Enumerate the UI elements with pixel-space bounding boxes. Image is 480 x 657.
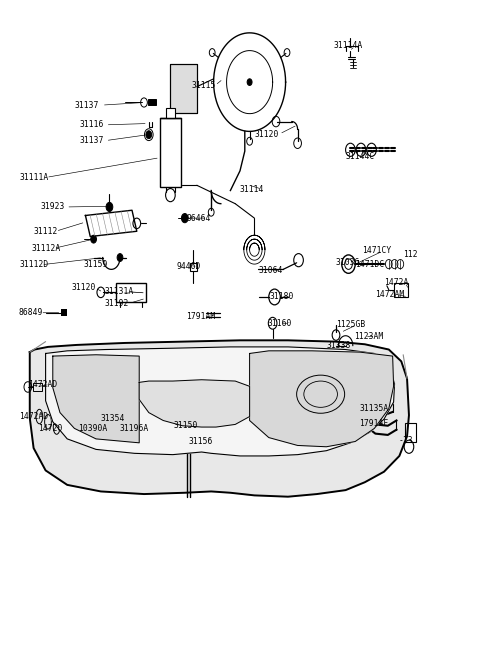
Text: 31159: 31159 [83, 260, 108, 269]
Text: 96464: 96464 [186, 214, 211, 223]
Text: 31115: 31115 [192, 81, 216, 90]
Text: -13: -13 [398, 436, 413, 445]
Bar [160, 118, 181, 187]
Bar [125, 414, 135, 423]
Text: 31923: 31923 [41, 202, 65, 212]
Text: 1472AD: 1472AD [19, 412, 48, 421]
Text: 31120: 31120 [254, 129, 279, 139]
Circle shape [106, 202, 113, 212]
Text: 31338: 31338 [326, 341, 351, 350]
Bar [61, 309, 67, 316]
Text: 31180: 31180 [270, 292, 294, 302]
Text: 31131A: 31131A [105, 287, 134, 296]
Text: 31116: 31116 [79, 120, 104, 129]
Text: 31192: 31192 [105, 299, 129, 308]
Bar [33, 383, 42, 391]
Circle shape [107, 426, 112, 434]
Text: 31120: 31120 [71, 283, 96, 292]
Text: 1123AM: 1123AM [354, 332, 384, 341]
Circle shape [117, 254, 123, 261]
Bar [148, 99, 156, 105]
Text: 1791AM: 1791AM [186, 312, 216, 321]
Text: 31114A: 31114A [334, 41, 363, 51]
Polygon shape [30, 340, 409, 497]
Text: 31112A: 31112A [31, 244, 60, 253]
Bar [190, 263, 197, 271]
Bar [170, 64, 197, 113]
Text: 1125GB: 1125GB [336, 320, 365, 329]
Text: 112: 112 [403, 250, 418, 260]
Text: 31111A: 31111A [19, 173, 48, 182]
Circle shape [146, 131, 152, 139]
Text: 1472AM: 1472AM [375, 290, 405, 299]
Text: 31160: 31160 [268, 319, 292, 328]
Text: 31137: 31137 [74, 101, 99, 110]
Bar [394, 283, 408, 297]
Text: 31137: 31137 [79, 136, 104, 145]
Text: 31196A: 31196A [120, 424, 149, 433]
Text: 1472A: 1472A [384, 278, 408, 287]
Text: 31114: 31114 [240, 185, 264, 194]
Text: 31156: 31156 [188, 437, 213, 446]
Polygon shape [53, 355, 139, 443]
Text: 1471DC: 1471DC [355, 260, 384, 269]
Polygon shape [46, 347, 395, 456]
Text: 86849: 86849 [18, 308, 43, 317]
Text: 9446D: 9446D [177, 262, 201, 271]
Text: 31150: 31150 [174, 420, 198, 430]
Bar [405, 423, 416, 442]
Text: 31064: 31064 [258, 266, 283, 275]
Circle shape [247, 79, 252, 85]
Bar [116, 283, 146, 302]
Bar [77, 413, 89, 424]
Text: 31036: 31036 [336, 258, 360, 267]
Circle shape [181, 214, 188, 223]
Bar [170, 64, 197, 113]
Text: 31354: 31354 [101, 414, 125, 423]
Text: 31135A: 31135A [360, 404, 389, 413]
Text: 14720: 14720 [38, 424, 63, 433]
Text: 31144C: 31144C [346, 152, 375, 161]
Polygon shape [139, 380, 250, 427]
Text: 31112: 31112 [34, 227, 58, 236]
Polygon shape [250, 351, 394, 447]
Text: 31112D: 31112D [19, 260, 48, 269]
Circle shape [91, 235, 96, 243]
Text: 1471CY: 1471CY [362, 246, 392, 256]
Text: 1791AF: 1791AF [359, 419, 388, 428]
Bar [166, 108, 175, 118]
Text: 1472AD: 1472AD [28, 380, 57, 389]
Text: 10390A: 10390A [78, 424, 107, 433]
